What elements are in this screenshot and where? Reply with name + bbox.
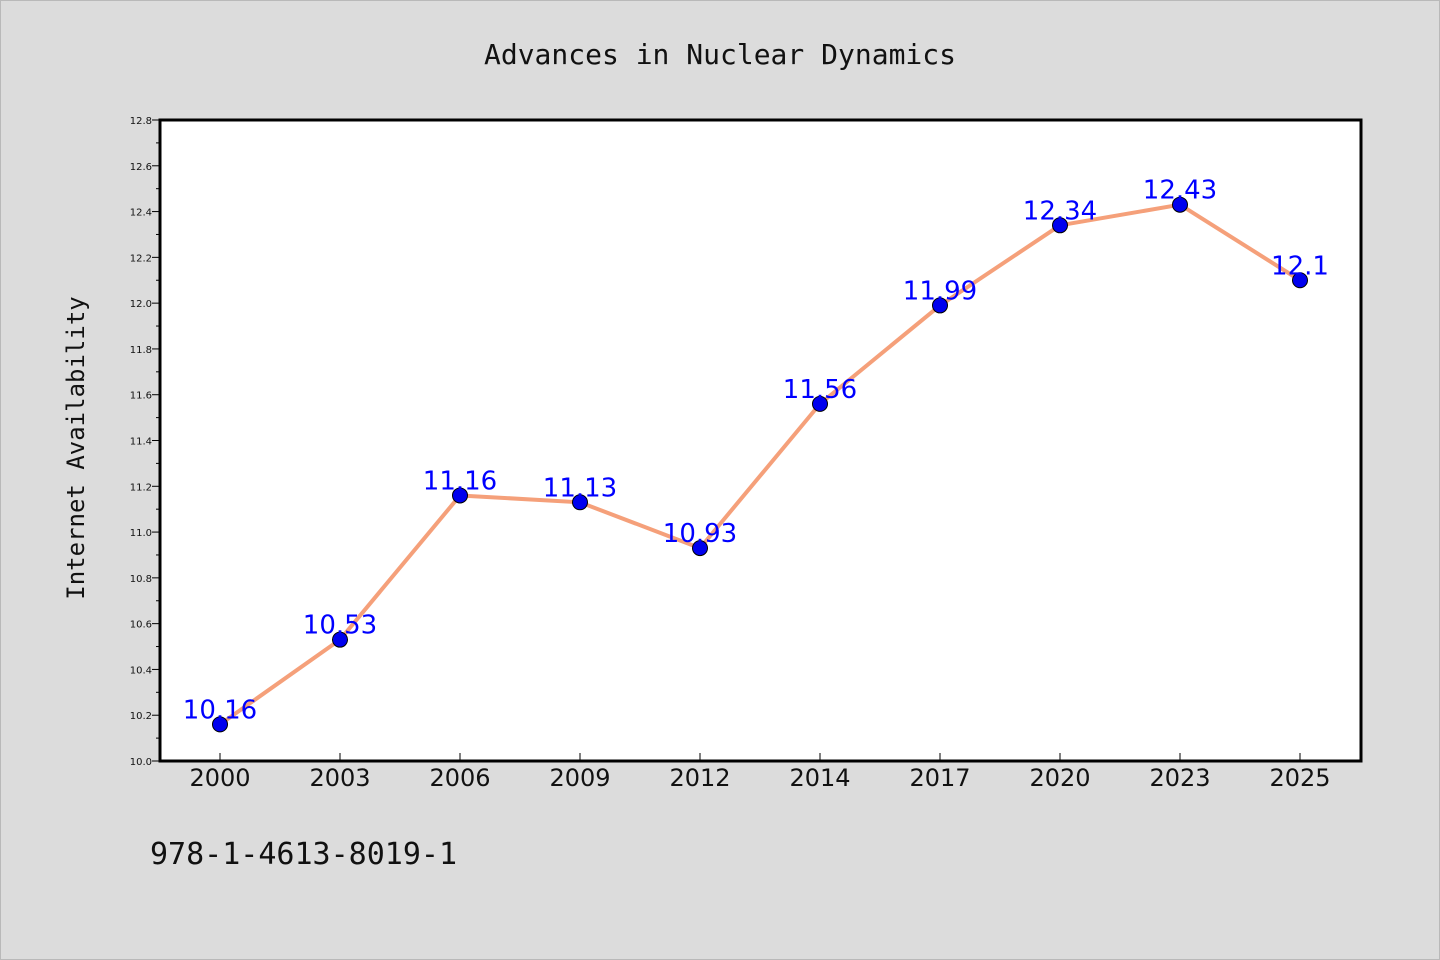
x-tick-label: 2020 — [1029, 764, 1090, 792]
y-tick-label: 10.8 — [130, 574, 152, 585]
y-axis-ticks: 10.0 10.2 10.4 10.6 10.8 11.0 11.2 11.4 11.6 11.8… — [130, 116, 160, 768]
y-tick-label: 12.4 — [130, 208, 152, 219]
data-label: 10.53 — [303, 611, 377, 641]
y-tick-label: 11.2 — [130, 482, 152, 493]
data-label: 11.99 — [903, 276, 977, 306]
y-tick-label: 11.0 — [130, 528, 152, 539]
y-tick-label: 10.0 — [130, 757, 152, 768]
data-point — [332, 631, 348, 648]
data-label: 12.34 — [1023, 196, 1097, 226]
x-tick-label: 2023 — [1149, 764, 1210, 792]
data-label: 11.13 — [543, 473, 617, 503]
data-label: 10.93 — [663, 519, 737, 549]
x-tick-label: 2017 — [909, 764, 970, 792]
y-tick-label: 10.4 — [130, 665, 152, 676]
isbn-label: 978-1-4613-8019-1 — [150, 837, 457, 872]
x-tick-label: 2003 — [309, 764, 370, 792]
y-tick-label: 11.6 — [130, 391, 152, 402]
chart-title: Advances in Nuclear Dynamics — [484, 38, 956, 71]
y-tick-label: 11.8 — [130, 345, 152, 356]
x-tick-label: 2000 — [189, 764, 250, 792]
y-tick-label: 12.2 — [130, 253, 152, 264]
y-tick-label: 10.2 — [130, 711, 152, 722]
y-tick-label: 12.8 — [130, 116, 152, 127]
data-point — [812, 395, 828, 412]
x-tick-label: 2006 — [429, 764, 490, 792]
data-point — [212, 716, 228, 733]
data-point — [1292, 272, 1308, 289]
x-axis-ticks: 2000 2003 2006 2009 2012 2014 2017 2020 2023 2025 — [189, 753, 1331, 792]
data-point — [1052, 217, 1068, 234]
data-point — [932, 297, 948, 314]
data-point — [692, 540, 708, 557]
x-tick-label: 2009 — [549, 764, 610, 792]
series-line — [218, 202, 1302, 727]
data-point — [1172, 196, 1188, 213]
data-label: 12.1 — [1271, 251, 1329, 281]
data-point — [572, 494, 588, 511]
data-label: 10.16 — [183, 695, 257, 725]
x-tick-label: 2014 — [789, 764, 850, 792]
y-tick-label: 12.0 — [130, 299, 152, 310]
y-axis-label: Internet Availability — [62, 296, 90, 599]
data-label: 12.43 — [1143, 176, 1217, 206]
y-tick-label: 11.4 — [130, 437, 152, 448]
x-tick-label: 2025 — [1269, 764, 1330, 792]
data-label: 11.56 — [783, 375, 857, 405]
data-point — [452, 487, 468, 504]
data-label: 11.16 — [423, 466, 497, 496]
y-tick-label: 12.6 — [130, 162, 152, 173]
series-group: 10.16 10.53 11.16 11.13 10.93 11.56 11.99 12.34… — [183, 176, 1329, 733]
plot-area — [158, 118, 1363, 763]
x-tick-label: 2012 — [669, 764, 730, 792]
y-tick-label: 10.6 — [130, 620, 152, 631]
